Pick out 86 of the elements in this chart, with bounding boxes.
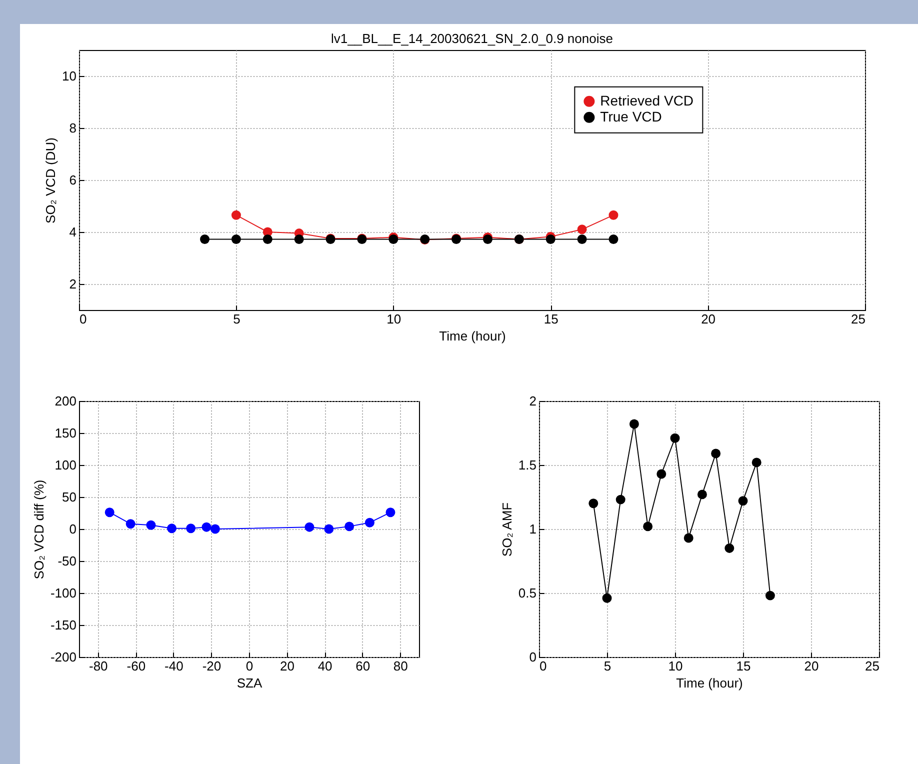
- y-tick-label: -200: [50, 650, 76, 664]
- point: [697, 490, 707, 500]
- point: [711, 448, 721, 458]
- x-tick-label: 0: [80, 312, 87, 326]
- point: [724, 543, 734, 553]
- x-tick-label: 15: [736, 658, 751, 674]
- point: [146, 520, 156, 530]
- x-tick-label: -80: [88, 658, 108, 674]
- x-tick-label: 10: [386, 312, 402, 326]
- x-tick-label: 25: [851, 312, 866, 326]
- y-tick-label: 6: [69, 172, 76, 188]
- point: [126, 519, 136, 529]
- point: [294, 234, 304, 244]
- y-axis-title: SO₂ VCD diff (%): [31, 480, 46, 580]
- y-tick-label: 2: [529, 394, 536, 408]
- y-tick-label: 50: [62, 490, 76, 504]
- x-tick-label: 20: [701, 312, 716, 326]
- point: [608, 210, 618, 220]
- point: [616, 494, 626, 504]
- x-tick-label: 5: [233, 312, 240, 326]
- point: [200, 234, 210, 244]
- x-tick-label: -60: [126, 658, 146, 674]
- point: [752, 458, 762, 468]
- y-tick-label: -150: [50, 618, 76, 632]
- point: [304, 522, 314, 532]
- point: [210, 524, 220, 534]
- x-axis-title: Time (hour): [439, 328, 506, 344]
- point: [388, 234, 398, 244]
- y-tick-label: 0.5: [518, 586, 536, 600]
- point: [344, 522, 354, 532]
- point: [386, 508, 396, 518]
- y-tick-label: 150: [54, 426, 76, 440]
- legend-label: Retrieved VCD: [600, 92, 694, 108]
- x-tick-label: 60: [356, 658, 370, 674]
- y-tick-label: -100: [50, 586, 76, 600]
- y-tick-label: 4: [69, 224, 76, 240]
- point: [364, 518, 374, 528]
- x-axis-title: Time (hour): [676, 676, 743, 690]
- point: [738, 496, 748, 506]
- point: [656, 469, 666, 479]
- point: [186, 524, 196, 534]
- y-tick-label: 8: [69, 120, 76, 136]
- point: [482, 234, 492, 244]
- y-tick-label: 1.5: [518, 458, 536, 472]
- x-tick-label: 5: [604, 658, 612, 674]
- y-tick-label: -50: [58, 554, 76, 568]
- legend-label: True VCD: [600, 108, 662, 124]
- point: [104, 508, 114, 518]
- point: [546, 234, 556, 244]
- x-tick-label: -40: [164, 658, 184, 674]
- point: [608, 234, 618, 244]
- point: [262, 234, 272, 244]
- x-tick-label: 15: [544, 312, 558, 326]
- point: [577, 234, 587, 244]
- y-tick-label: 100: [54, 458, 76, 472]
- y-axis-title: SO₂ VCD (DU): [43, 138, 58, 224]
- point: [202, 522, 212, 532]
- x-tick-label: 20: [280, 658, 295, 674]
- x-tick-label: 40: [318, 658, 332, 674]
- y-tick-label: 1: [529, 522, 536, 536]
- x-tick-label: 10: [668, 658, 683, 674]
- point: [167, 524, 176, 534]
- x-axis-title: SZA: [236, 676, 262, 690]
- y-tick-label: 2: [69, 276, 76, 292]
- chart-title: lv1__BL__E_14_20030621_SN_2.0_0.9 nonoise: [331, 31, 613, 46]
- point: [629, 419, 639, 429]
- x-tick-label: 0: [246, 658, 254, 674]
- x-tick-label: 0: [540, 658, 547, 674]
- point: [231, 210, 241, 220]
- x-tick-label: -20: [202, 658, 222, 674]
- y-tick-label: 0: [69, 522, 76, 536]
- point: [324, 524, 334, 534]
- x-tick-label: 20: [804, 658, 819, 674]
- point: [765, 590, 775, 600]
- point: [684, 533, 694, 543]
- point: [588, 498, 598, 508]
- point: [577, 224, 587, 234]
- point: [643, 522, 653, 532]
- point: [231, 234, 241, 244]
- y-tick-label: 10: [62, 68, 76, 84]
- point: [602, 593, 612, 603]
- x-tick-label: 80: [393, 658, 408, 674]
- x-tick-label: 25: [865, 658, 880, 674]
- point: [670, 433, 680, 443]
- y-axis-title: SO₂ AMF: [499, 502, 514, 557]
- y-tick-label: 200: [54, 394, 76, 408]
